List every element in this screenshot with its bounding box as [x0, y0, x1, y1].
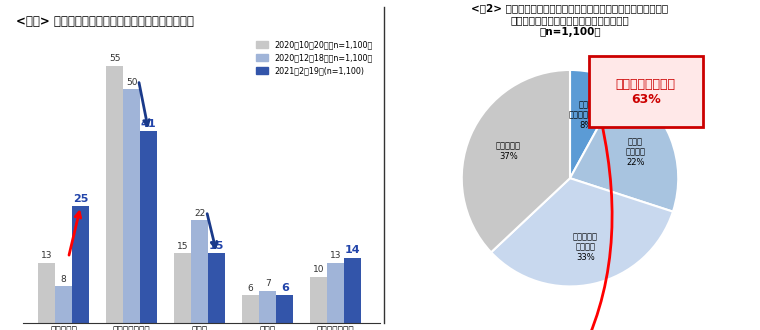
Text: 変わらない
37%: 変わらない 37% — [496, 142, 521, 161]
Wedge shape — [462, 70, 570, 252]
Bar — [208, 253, 225, 323]
Text: 非常に
期待が高まった
8%: 非常に 期待が高まった 8% — [568, 100, 603, 130]
Wedge shape — [491, 178, 673, 286]
Title: <図2> 国内で新型コロナワクチンの接種が始まったことによる、
コロナ収束への期待感の変化（単一回答）
（n=1,100）: <図2> 国内で新型コロナワクチンの接種が始まったことによる、 コロナ収束への期… — [471, 3, 669, 37]
Text: 50: 50 — [126, 78, 138, 87]
Bar — [38, 262, 55, 323]
FancyBboxPatch shape — [589, 56, 702, 127]
Bar — [123, 89, 140, 323]
Text: 6: 6 — [248, 284, 254, 293]
Bar — [276, 295, 293, 323]
Bar — [344, 258, 361, 323]
Text: 10: 10 — [313, 265, 325, 274]
Text: 15: 15 — [209, 241, 224, 251]
Text: 41: 41 — [141, 119, 157, 129]
Bar — [55, 286, 72, 323]
Bar — [310, 277, 328, 323]
Text: 8: 8 — [61, 275, 66, 283]
Text: 期待が
高まった
22%: 期待が 高まった 22% — [625, 137, 645, 167]
Legend: 2020年10月20日（n=1,100）, 2020年12月18日（n=1,100）, 2021年2月19日(n=1,100): 2020年10月20日（n=1,100）, 2020年12月18日（n=1,10… — [253, 37, 376, 79]
Text: 少し期待が
高まった
33%: 少し期待が 高まった 33% — [573, 232, 598, 262]
Bar — [106, 66, 123, 323]
Bar — [140, 131, 157, 323]
Wedge shape — [570, 70, 622, 178]
Bar — [174, 253, 192, 323]
Bar — [192, 220, 208, 323]
Bar — [242, 295, 259, 323]
Text: 15: 15 — [177, 242, 188, 251]
Text: 14: 14 — [345, 246, 360, 255]
Text: 期待感がある・計
63%: 期待感がある・計 63% — [626, 78, 686, 106]
Text: 22: 22 — [194, 209, 205, 218]
Wedge shape — [570, 83, 678, 212]
Text: 25: 25 — [73, 194, 88, 204]
Text: 期待感がある・計
63%: 期待感がある・計 63% — [616, 78, 676, 106]
Text: 13: 13 — [41, 251, 52, 260]
Bar — [328, 262, 344, 323]
Text: 7: 7 — [265, 279, 271, 288]
Text: 6: 6 — [280, 283, 289, 293]
Bar — [72, 206, 89, 323]
Text: <図１> 新型コロナワクチンの接種意向（単一回答）: <図１> 新型コロナワクチンの接種意向（単一回答） — [16, 15, 194, 28]
Bar — [259, 291, 276, 323]
Text: 13: 13 — [330, 251, 341, 260]
Text: 55: 55 — [109, 54, 120, 63]
